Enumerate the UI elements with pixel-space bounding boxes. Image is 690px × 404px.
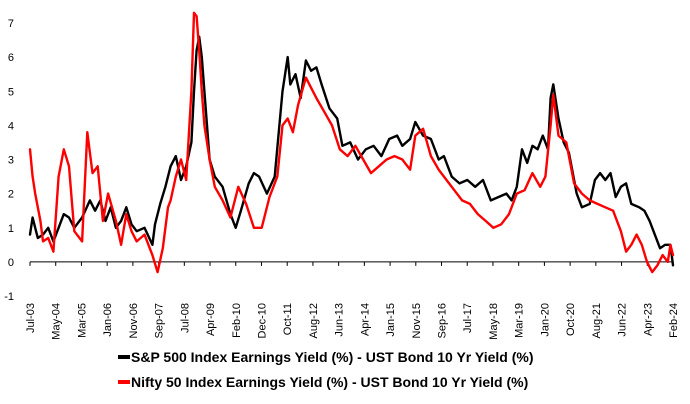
x-tick-label: Jul-08 <box>179 303 191 333</box>
x-tick-label: Jul-03 <box>25 303 37 333</box>
legend-label-nifty50: Nifty 50 Index Earnings Yield (%) - UST … <box>131 374 528 390</box>
y-tick-label: 5 <box>8 86 14 98</box>
y-tick-label: 4 <box>8 120 14 132</box>
x-tick-label: Aug-12 <box>308 303 320 338</box>
y-tick-label: 7 <box>8 18 14 30</box>
x-tick-label: Dec-10 <box>256 303 268 338</box>
x-tick-label: Mar-05 <box>76 303 88 338</box>
y-tick-label: 0 <box>8 257 14 269</box>
x-tick-label: Jul-17 <box>462 303 474 333</box>
y-tick-label: -1 <box>4 291 14 303</box>
x-axis-tick-labels: Jul-03 May-04 Mar-05 Jan-06 Nov-06 Sep-07 Jul-… <box>25 303 680 340</box>
x-tick-label: Apr-23 <box>642 303 654 336</box>
legend-label-sp500: S&P 500 Index Earnings Yield (%) - UST B… <box>131 349 533 365</box>
y-tick-label: 1 <box>8 223 14 235</box>
x-tick-label: Oct-20 <box>565 303 577 336</box>
x-tick-label: Mar-19 <box>514 303 526 338</box>
x-tick-label: Aug-21 <box>591 303 603 338</box>
x-tick-label: Jan-15 <box>385 303 397 337</box>
x-tick-label: Feb-10 <box>231 303 243 338</box>
x-tick-label: Feb-24 <box>668 303 680 338</box>
x-tick-label: Nov-06 <box>128 303 140 338</box>
legend-item-nifty50: Nifty 50 Index Earnings Yield (%) - UST … <box>118 374 528 390</box>
x-tick-label: Jan-06 <box>102 303 114 337</box>
legend-item-sp500: S&P 500 Index Earnings Yield (%) - UST B… <box>118 349 533 365</box>
x-tick-label: Sep-07 <box>154 303 166 338</box>
x-tick-label: Oct-11 <box>282 303 294 335</box>
x-tick-label: Nov-15 <box>411 303 423 338</box>
x-tick-label: Sep-16 <box>437 303 449 338</box>
y-tick-label: 2 <box>8 189 14 201</box>
x-tick-label: May-04 <box>51 303 63 340</box>
x-axis-tick-marks <box>29 261 674 266</box>
nifty50-series-line <box>28 11 675 274</box>
y-tick-label: 3 <box>8 155 14 167</box>
x-tick-label: Jan-20 <box>539 303 551 337</box>
x-tick-label: Apr-14 <box>359 303 371 336</box>
x-tick-label: Jun-13 <box>334 303 346 337</box>
series-lines <box>28 11 675 274</box>
x-tick-label: Jun-22 <box>617 303 629 337</box>
x-tick-label: Apr-09 <box>205 303 217 336</box>
y-axis-tick-labels: -1 0 1 2 3 4 5 6 7 <box>4 18 14 303</box>
chart-legend: S&P 500 Index Earnings Yield (%) - UST B… <box>118 349 533 390</box>
y-tick-label: 6 <box>8 52 14 64</box>
x-tick-label: May-18 <box>488 303 500 340</box>
